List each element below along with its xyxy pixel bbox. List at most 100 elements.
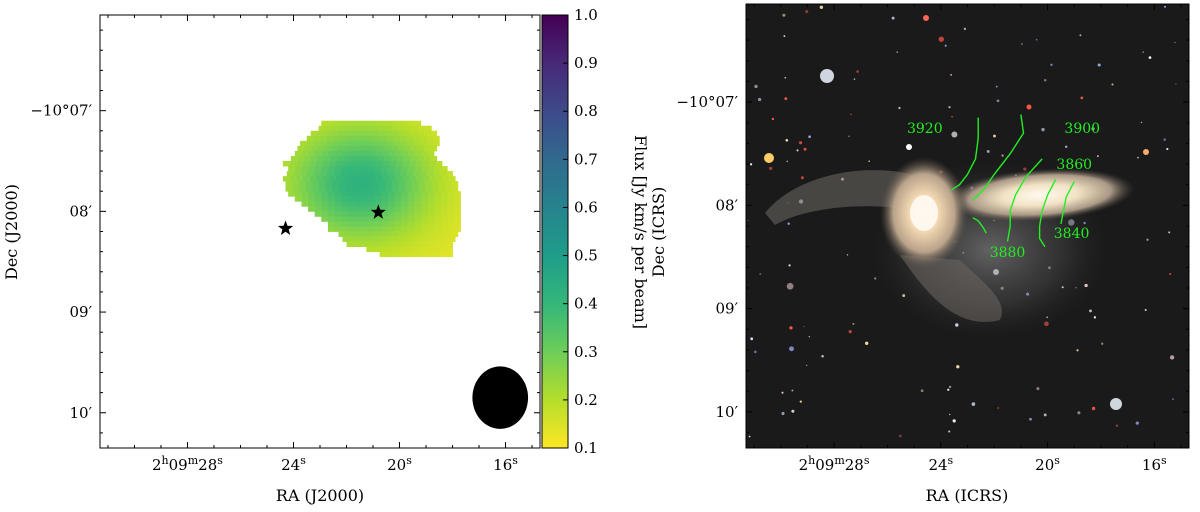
emission-pixel (387, 211, 395, 217)
emission-pixel (411, 125, 419, 132)
velocity-contour (972, 217, 987, 234)
emission-pixel (367, 120, 375, 127)
emission-pixel (282, 161, 290, 167)
background-star (1164, 5, 1166, 8)
emission-pixel (407, 166, 415, 172)
background-star (754, 84, 758, 89)
emission-pixel (394, 226, 402, 232)
emission-pixel (424, 181, 432, 187)
emission-pixel (412, 140, 420, 147)
emission-pixel (412, 241, 420, 247)
emission-pixel (415, 236, 423, 242)
emission-pixel (334, 211, 342, 217)
emission-pixel (416, 155, 424, 162)
emission-pixel (358, 125, 366, 132)
emission-pixel (387, 206, 395, 212)
background-star (789, 346, 794, 352)
emission-pixel (380, 221, 388, 227)
emission-pixel (370, 130, 378, 137)
emission-pixel (400, 226, 408, 232)
emission-pixel (292, 186, 300, 192)
emission-pixel (445, 241, 453, 247)
background-star (803, 325, 805, 328)
emission-pixel (339, 140, 347, 147)
background-star (1166, 147, 1169, 151)
emission-pixel (432, 251, 440, 258)
emission-pixel (439, 171, 447, 177)
emission-pixel (427, 196, 435, 202)
emission-pixel (296, 176, 304, 182)
emission-pixel (440, 196, 448, 202)
emission-pixel (312, 186, 320, 192)
emission-pixel (418, 186, 426, 192)
emission-pixel (386, 246, 394, 253)
emission-pixel (433, 216, 442, 222)
emission-pixel (433, 191, 442, 197)
left-x-axis-label: RA (J2000) (276, 486, 364, 505)
emission-pixel (359, 171, 367, 177)
emission-pixel (414, 211, 422, 217)
background-star (753, 350, 757, 354)
emission-pixel (444, 181, 452, 187)
emission-pixel (380, 201, 388, 207)
emission-pixel (430, 130, 438, 137)
emission-pixel (394, 206, 402, 212)
emission-pixel (305, 181, 313, 187)
emission-pixel (380, 196, 388, 202)
background-star (1076, 349, 1079, 352)
background-star (868, 160, 870, 162)
emission-pixel (374, 226, 382, 232)
emission-pixel (400, 191, 408, 197)
background-star (948, 430, 951, 433)
emission-pixel (447, 221, 455, 227)
emission-pixel (433, 196, 442, 202)
emission-pixel (398, 181, 406, 187)
emission-pixel (327, 211, 335, 217)
emission-pixel (317, 155, 325, 162)
emission-pixel (447, 206, 455, 212)
emission-pixel (302, 161, 310, 167)
galaxy-edge-on (945, 168, 1135, 222)
background-star (951, 115, 953, 118)
emission-pixel (346, 135, 354, 142)
background-star (781, 391, 784, 394)
background-star (952, 419, 956, 423)
emission-pixel (392, 135, 400, 142)
emission-pixel (367, 150, 375, 157)
emission-pixel (353, 241, 361, 247)
background-star (1001, 154, 1004, 157)
background-star (947, 388, 950, 391)
background-star (791, 389, 794, 392)
background-star (1169, 355, 1175, 360)
emission-pixel (386, 135, 394, 142)
star-marker (277, 220, 294, 235)
emission-pixel (418, 125, 426, 132)
background-star (1175, 83, 1177, 85)
emission-pixel (431, 181, 439, 187)
emission-pixel (347, 150, 355, 157)
right-panel: 3920 3900 3880 3860 3840 2h09m28s 24s 20s 16s −… (649, 3, 1190, 505)
emission-pixel (428, 176, 436, 182)
emission-pixel (325, 186, 333, 192)
emission-pixel (347, 191, 355, 197)
emission-pixel (367, 196, 375, 202)
emission-pixel (374, 166, 382, 172)
background-star (1135, 421, 1139, 425)
emission-pixel (394, 216, 402, 222)
emission-pixel (388, 176, 396, 182)
emission-pixel (370, 145, 378, 152)
emission-pixel (406, 241, 414, 247)
velocity-contour (951, 117, 979, 191)
emission-pixel (314, 211, 322, 217)
emission-pixel (375, 176, 383, 182)
emission-pixel (375, 161, 383, 167)
emission-pixel (420, 226, 428, 232)
emission-pixel (400, 201, 408, 207)
emission-pixel (341, 221, 349, 227)
emission-pixel (330, 145, 338, 152)
emission-pixel (441, 176, 449, 182)
emission-pixel (435, 176, 443, 182)
emission-pixel (427, 166, 435, 172)
emission-pixel (294, 166, 302, 172)
